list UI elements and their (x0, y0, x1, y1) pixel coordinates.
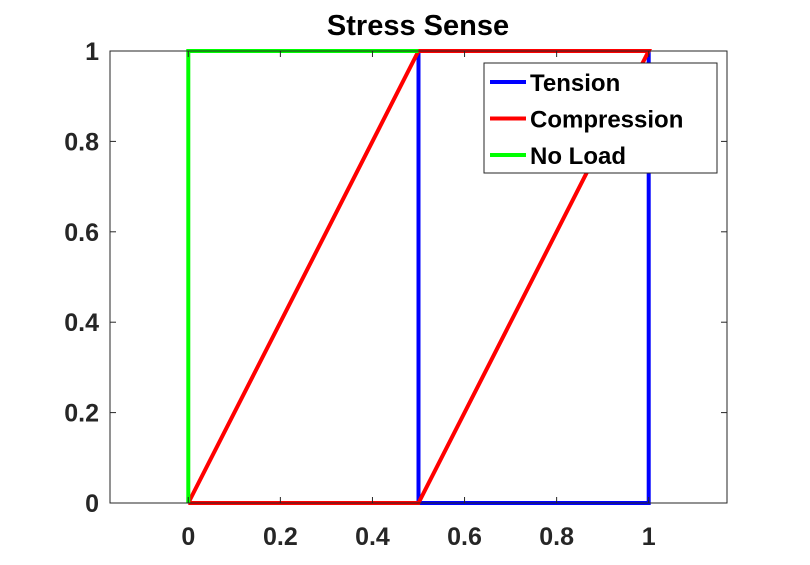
y-tick-label: 0.4 (64, 309, 99, 337)
legend-label-tension: Tension (530, 70, 620, 97)
ticks-layer: 0 0.2 0.4 0.6 0.8 1 0 0.2 0.4 0.6 0.8 1 (64, 38, 727, 551)
legend-label-no-load: No Load (530, 143, 626, 170)
x-tick-label: 0.8 (539, 523, 574, 551)
legend: Tension Compression No Load (483, 62, 718, 174)
y-tick-label: 0.6 (64, 219, 99, 247)
y-tick-label: 0 (85, 490, 99, 518)
x-tick-label: 0.2 (263, 523, 298, 551)
y-tick-label: 0.8 (64, 128, 99, 156)
x-tick-label: 1 (642, 523, 656, 551)
y-tick-label: 1 (85, 38, 99, 66)
chart-title: Stress Sense (327, 10, 509, 42)
x-tick-label: 0.6 (447, 523, 482, 551)
x-tick-label: 0 (181, 523, 195, 551)
x-tick-label: 0.4 (355, 523, 390, 551)
y-tick-label: 0.2 (64, 400, 99, 428)
axes-box (109, 50, 728, 504)
legend-label-compression: Compression (530, 107, 683, 134)
